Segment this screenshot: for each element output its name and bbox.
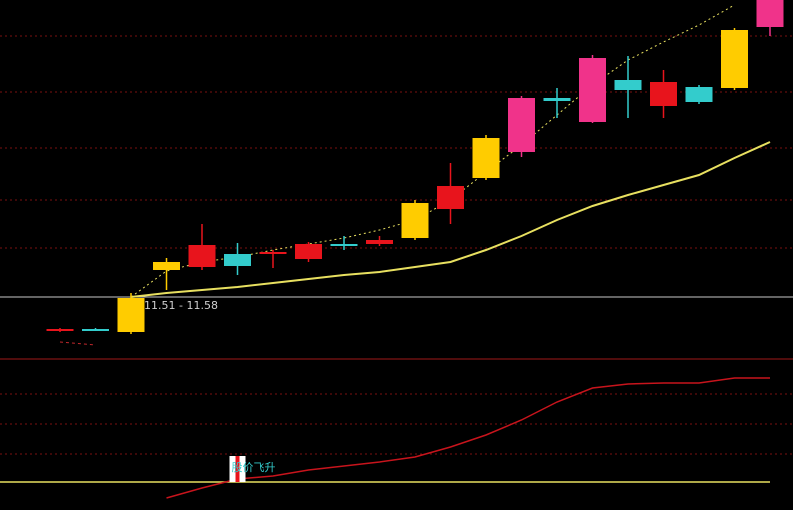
candle-body <box>295 244 322 259</box>
signal-stripe <box>235 456 240 482</box>
candle-body <box>756 0 784 27</box>
moving-average <box>130 141 771 298</box>
candle-body <box>224 254 251 266</box>
candle-body <box>721 30 748 88</box>
candle-body <box>82 329 109 331</box>
candle-body <box>366 240 393 244</box>
candle-body <box>508 98 535 152</box>
candle-body <box>188 245 216 267</box>
candle-body <box>437 186 464 209</box>
moving-average <box>59 341 96 346</box>
candle-body <box>650 82 677 106</box>
candle-body <box>579 58 606 122</box>
candle-body <box>401 203 429 238</box>
candle-body <box>259 252 287 254</box>
candle-body <box>153 262 180 270</box>
signal-label: 股价飞升 <box>232 461 276 474</box>
moving-average <box>130 4 735 298</box>
candle-body <box>472 138 500 178</box>
price-annotation: 11.51 - 11.58 <box>144 299 218 312</box>
indicator-line <box>166 377 770 499</box>
candle-body <box>46 329 74 331</box>
candle-body <box>685 87 713 102</box>
candle-body <box>330 244 358 246</box>
candle-body <box>614 80 642 90</box>
candle-body <box>117 298 145 332</box>
candle-body <box>543 98 571 101</box>
